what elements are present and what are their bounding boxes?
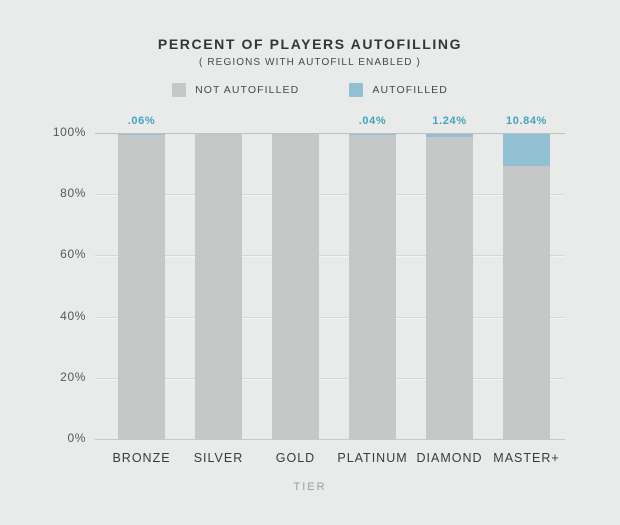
bar-segment-not-autofilled: [118, 133, 165, 439]
bar-gold: [272, 133, 319, 439]
legend-swatch-not-autofilled: [172, 83, 187, 97]
legend-item-autofilled: AUTOFILLED: [349, 83, 448, 97]
x-tick-bronze: BRONZE: [112, 451, 171, 465]
bar-value-label-diamond: 1.24%: [432, 115, 467, 127]
x-tick-diamond: DIAMOND: [416, 451, 483, 465]
gridline-80pct: [95, 194, 565, 195]
bar-bronze: [118, 133, 165, 439]
chart-subtitle: ( REGIONS WITH AUTOFILL ENABLED ): [199, 57, 421, 68]
bar-segment-not-autofilled: [272, 133, 319, 439]
legend-item-not-autofilled: NOT AUTOFILLED: [172, 83, 299, 97]
y-tick-0pct: 0%: [67, 431, 86, 445]
gridline-0pct: [95, 439, 565, 440]
gridline-100pct: [95, 133, 565, 134]
bar-segment-not-autofilled: [195, 133, 242, 439]
bar-silver: [195, 133, 242, 439]
bar-segment-autofilled: [503, 133, 550, 167]
y-tick-40pct: 40%: [60, 309, 86, 323]
x-tick-gold: GOLD: [275, 451, 316, 465]
bar-diamond: [426, 133, 473, 439]
y-tick-60pct: 60%: [60, 247, 86, 261]
bar-value-label-master-plus: 10.84%: [506, 115, 547, 127]
gridline-40pct: [95, 317, 565, 318]
bar-value-label-platinum: .04%: [358, 115, 387, 127]
bar-segment-not-autofilled: [503, 133, 550, 439]
bar-platinum: [349, 133, 396, 439]
gridline-20pct: [95, 378, 565, 379]
bar-master-plus: [503, 133, 550, 439]
legend: NOT AUTOFILLED AUTOFILLED: [0, 83, 620, 97]
y-tick-80pct: 80%: [60, 186, 86, 200]
x-axis-title: TIER: [293, 481, 327, 493]
x-tick-platinum: PLATINUM: [337, 451, 408, 465]
bar-segment-not-autofilled: [426, 133, 473, 439]
x-tick-silver: SILVER: [193, 451, 244, 465]
legend-swatch-autofilled: [349, 83, 364, 97]
bar-segment-autofilled: [426, 133, 473, 137]
x-tick-master-plus: MASTER+: [493, 451, 560, 465]
bar-value-label-bronze: .06%: [127, 115, 156, 127]
gridline-60pct: [95, 255, 565, 256]
chart-title: PERCENT OF PLAYERS AUTOFILLING: [157, 36, 463, 52]
y-tick-100pct: 100%: [52, 125, 86, 139]
y-tick-20pct: 20%: [60, 370, 86, 384]
plot-area: [95, 133, 565, 440]
bar-segment-not-autofilled: [349, 133, 396, 439]
legend-label-autofilled: AUTOFILLED: [372, 84, 448, 96]
legend-label-not-autofilled: NOT AUTOFILLED: [195, 84, 300, 96]
